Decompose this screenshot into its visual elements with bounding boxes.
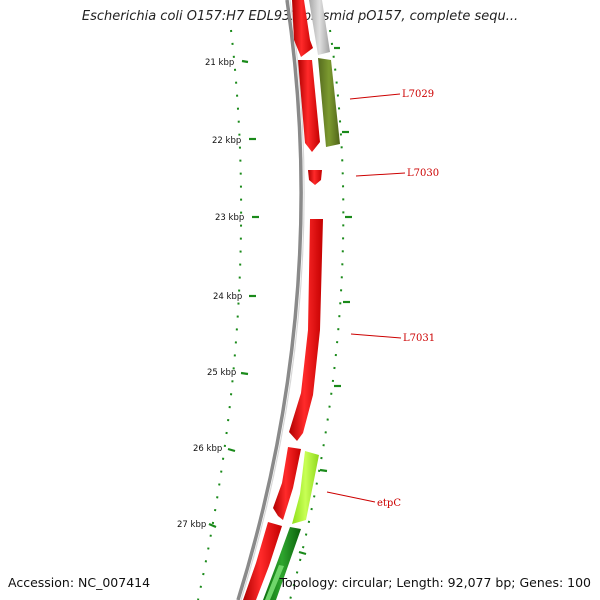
- tick-mark: [319, 468, 328, 473]
- gene-label-l7029[interactable]: L7029: [402, 89, 434, 100]
- topology-summary: Topology: circular; Length: 92,077 bp; G…: [279, 575, 591, 590]
- cds-block: [265, 565, 284, 600]
- tick-label: 21 kbp: [205, 58, 234, 68]
- gene-label-etpc[interactable]: etpC: [377, 498, 401, 509]
- tick-label: 26 kbp: [193, 444, 222, 454]
- tick-label: 25 kbp: [207, 368, 236, 378]
- tick-mark: [241, 59, 249, 64]
- plasmid-backbone: [236, 0, 303, 600]
- tick-marks: [208, 59, 259, 529]
- reverse-strand-features: [263, 0, 340, 600]
- label-leader-line: [355, 172, 406, 177]
- cds-arrow: [289, 219, 323, 441]
- tick-label: 27 kbp: [177, 520, 206, 530]
- label-leader-line: [349, 93, 401, 100]
- cds-arrow: [298, 60, 320, 152]
- label-leader-line: [350, 333, 402, 339]
- gene-annotations: L7029 L7030 L7031 etpC: [326, 89, 439, 509]
- cds-arrow: [273, 447, 301, 520]
- accession-text: Accession: NC_007414: [8, 575, 151, 590]
- cds-arrow: [243, 522, 282, 600]
- cds-block: [318, 58, 340, 147]
- cds-arrow: [292, 0, 313, 57]
- gc-skew-inner-dots: [197, 29, 243, 600]
- tick-mark: [298, 550, 307, 556]
- gene-label-l7031[interactable]: L7031: [403, 333, 435, 344]
- tick-mark: [240, 371, 249, 376]
- tick-mark: [208, 522, 217, 529]
- tick-mark: [227, 447, 236, 453]
- tick-label: 23 kbp: [215, 213, 244, 223]
- cds-arrow: [308, 170, 322, 185]
- plasmid-backbone-highlight: [240, 0, 305, 600]
- cds-block: [309, 0, 330, 55]
- tick-label: 22 kbp: [212, 136, 241, 146]
- outer-tick-marks: [298, 46, 352, 556]
- tick-label: 24 kbp: [213, 292, 242, 302]
- cds-block: [292, 451, 319, 524]
- label-leader-line: [326, 491, 376, 503]
- tick-labels: 21 kbp 22 kbp 23 kbp 24 kbp 25 kbp 26 kb…: [177, 58, 244, 530]
- gene-label-l7030[interactable]: L7030: [407, 168, 439, 179]
- forward-strand-features: [243, 0, 323, 600]
